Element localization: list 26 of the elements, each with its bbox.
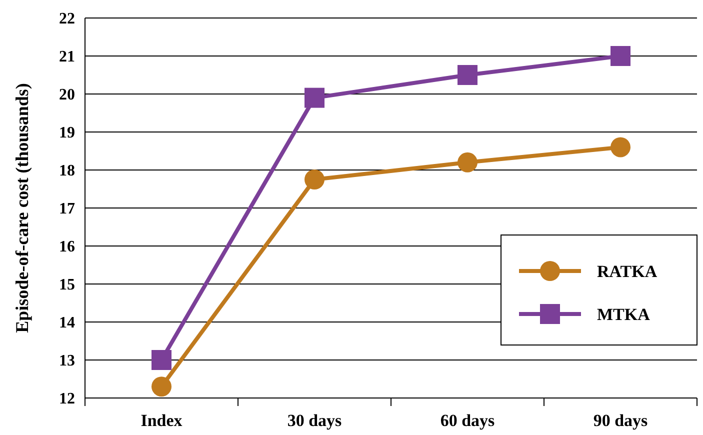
y-tick-label: 15: [59, 276, 75, 294]
point: [152, 376, 172, 397]
point: [610, 46, 630, 66]
x-tick-label: Index: [140, 411, 183, 430]
y-tick-label: 14: [59, 314, 75, 332]
y-tick-label: 13: [59, 352, 75, 370]
y-tick-label: 18: [59, 162, 75, 180]
y-tick-label: 16: [59, 238, 75, 256]
y-tick-label: 17: [59, 200, 75, 218]
point: [152, 350, 172, 370]
point: [458, 65, 478, 85]
y-tick-label: 20: [59, 86, 75, 104]
point: [610, 137, 630, 158]
x-tick-label: 90 days: [593, 411, 648, 430]
point: [304, 170, 324, 190]
y-tick-label: 12: [59, 390, 75, 408]
y-tick-label: 21: [59, 48, 75, 66]
y-axis-title: Episode-of-care cost (thousands): [12, 83, 32, 333]
point: [304, 88, 324, 108]
y-tick-label: 19: [59, 124, 75, 142]
y-tick-label: 22: [59, 10, 75, 28]
point: [458, 152, 478, 172]
legend-label: RATKA: [597, 262, 658, 281]
x-tick-label: 60 days: [440, 411, 496, 430]
legend-label: MTKA: [597, 304, 651, 324]
x-tick-label: 30 days: [287, 411, 342, 430]
